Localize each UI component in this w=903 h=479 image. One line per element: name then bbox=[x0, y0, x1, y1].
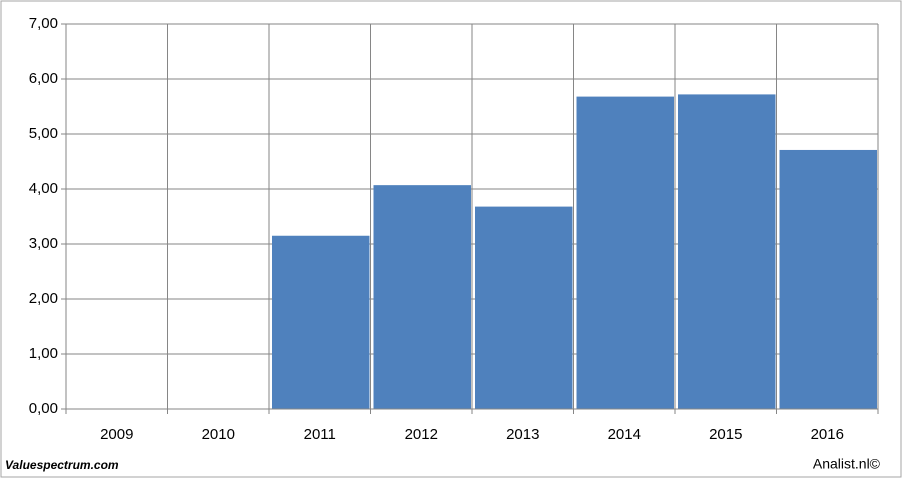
y-tick-label: 0,00 bbox=[29, 400, 58, 417]
credit-label: Analist.nl© bbox=[813, 456, 881, 472]
y-tick-label: 6,00 bbox=[29, 70, 58, 87]
bar bbox=[475, 206, 573, 409]
y-tick-label: 2,00 bbox=[29, 290, 58, 307]
bar bbox=[576, 96, 674, 409]
bar bbox=[678, 94, 776, 410]
x-tick-label: 2010 bbox=[202, 426, 235, 443]
x-tick-label: 2012 bbox=[405, 426, 438, 443]
y-tick-label: 5,00 bbox=[29, 125, 58, 142]
x-tick-label: 2014 bbox=[608, 426, 641, 443]
bar bbox=[272, 235, 370, 409]
x-tick-label: 2009 bbox=[100, 426, 133, 443]
y-tick-label: 4,00 bbox=[29, 180, 58, 197]
bar bbox=[373, 185, 471, 409]
bar bbox=[779, 149, 877, 409]
x-tick-label: 2011 bbox=[304, 426, 336, 443]
source-label: Valuespectrum.com bbox=[5, 458, 119, 472]
x-tick-label: 2016 bbox=[811, 426, 844, 443]
x-tick-label: 2013 bbox=[506, 426, 539, 443]
y-tick-label: 3,00 bbox=[29, 235, 58, 252]
x-tick-label: 2015 bbox=[709, 426, 742, 443]
y-tick-label: 1,00 bbox=[29, 345, 58, 362]
y-tick-label: 7,00 bbox=[29, 15, 58, 32]
